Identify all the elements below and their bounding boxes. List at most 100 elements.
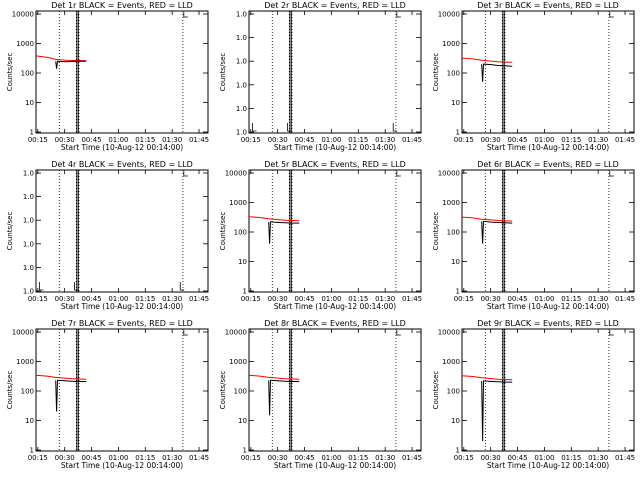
y-tick-label: 10000 xyxy=(438,11,460,19)
x-tick-label: 00:45 xyxy=(294,454,314,462)
events-marker-top xyxy=(609,171,614,177)
x-axis-label: Start Time (10-Aug-12 00:14:00) xyxy=(61,143,183,152)
chart-title: Det 9r BLACK = Events, RED = LLD xyxy=(477,319,619,328)
y-tick-label: 1.0 xyxy=(236,105,247,113)
plot-frame xyxy=(35,328,209,452)
plot-frame xyxy=(461,328,635,452)
y-tick-label: 1000 xyxy=(442,199,460,207)
x-tick-label: 01:00 xyxy=(321,136,341,144)
y-tick-label: 1.0 xyxy=(236,129,247,137)
chart-panel-5: Det 5r BLACK = Events, RED = LLD 00:15 00:… xyxy=(219,160,422,311)
x-tick-label: 00:30 xyxy=(481,295,501,303)
y-tick-label: 10 xyxy=(451,99,460,107)
x-tick-label: 00:30 xyxy=(55,454,75,462)
plot-frame xyxy=(35,169,209,293)
chart-panel-2: Det 2r BLACK = Events, RED = LLD 00:15 00:… xyxy=(219,1,422,152)
y-axis-label: Counts/sec xyxy=(432,53,440,92)
x-tick-label: 01:15 xyxy=(561,136,581,144)
y-tick-label: 10000 xyxy=(12,11,34,19)
x-tick-label: 01:15 xyxy=(561,454,581,462)
x-tick-label: 01:30 xyxy=(588,295,608,303)
events-marker-top xyxy=(396,12,401,18)
plot-frame xyxy=(248,328,422,452)
chart-title: Det 3r BLACK = Events, RED = LLD xyxy=(477,1,619,10)
chart-panel-9: Det 9r BLACK = Events, RED = LLD 00:15 00:… xyxy=(432,319,635,470)
x-tick-label: 01:15 xyxy=(135,295,155,303)
chart-panel-3: Det 3r BLACK = Events, RED = LLD 00:15 00:… xyxy=(432,1,635,152)
y-tick-label: 100 xyxy=(21,70,34,78)
x-axis-label: Start Time (10-Aug-12 00:14:00) xyxy=(274,143,396,152)
chart-title: Det 4r BLACK = Events, RED = LLD xyxy=(51,160,193,169)
y-tick-label: 1 xyxy=(243,447,247,455)
events-marker-top xyxy=(183,330,188,336)
chart-title: Det 7r BLACK = Events, RED = LLD xyxy=(51,319,193,328)
chart-panel-8: Det 8r BLACK = Events, RED = LLD 00:15 00:… xyxy=(219,319,422,470)
x-tick-label: 00:45 xyxy=(507,295,527,303)
x-tick-label: 01:45 xyxy=(402,136,422,144)
x-tick-label: 00:15 xyxy=(28,136,48,144)
x-tick-label: 00:45 xyxy=(81,295,101,303)
x-tick-label: 01:30 xyxy=(588,454,608,462)
x-tick-label: 01:00 xyxy=(534,454,554,462)
x-tick-label: 01:30 xyxy=(162,295,182,303)
x-tick-label: 01:45 xyxy=(615,295,635,303)
y-tick-label: 10000 xyxy=(438,170,460,178)
y-tick-label: 1.0 xyxy=(236,34,247,42)
chart-panel-4: Det 4r BLACK = Events, RED = LLD 00:15 00:… xyxy=(6,160,209,311)
events-series-line xyxy=(481,63,513,82)
x-tick-label: 00:45 xyxy=(507,136,527,144)
y-axis-label: Counts/sec xyxy=(6,212,14,251)
events-marker xyxy=(179,282,185,291)
x-tick-label: 00:45 xyxy=(294,136,314,144)
y-tick-label: 1000 xyxy=(442,40,460,48)
x-tick-label: 00:30 xyxy=(481,454,501,462)
y-tick-label: 1000 xyxy=(229,199,247,207)
y-tick-label: 1.0 xyxy=(23,170,34,178)
y-tick-label: 1 xyxy=(456,288,460,296)
plot-frame xyxy=(35,10,209,134)
x-tick-label: 01:30 xyxy=(588,136,608,144)
events-marker-top xyxy=(183,171,188,177)
chart-title: Det 1r BLACK = Events, RED = LLD xyxy=(51,1,193,10)
x-tick-label: 01:00 xyxy=(108,136,128,144)
chart-panel-6: Det 6r BLACK = Events, RED = LLD 00:15 00:… xyxy=(432,160,635,311)
lld-series-line xyxy=(248,216,300,222)
y-axis-label: Counts/sec xyxy=(432,212,440,251)
chart-title: Det 5r BLACK = Events, RED = LLD xyxy=(264,160,406,169)
x-tick-label: 00:30 xyxy=(481,136,501,144)
y-tick-label: 1 xyxy=(456,129,460,137)
x-axis-label: Start Time (10-Aug-12 00:14:00) xyxy=(61,302,183,311)
x-tick-label: 01:15 xyxy=(135,136,155,144)
x-tick-label: 01:00 xyxy=(108,454,128,462)
x-axis-label: Start Time (10-Aug-12 00:14:00) xyxy=(274,302,396,311)
x-tick-label: 00:15 xyxy=(241,454,261,462)
chart-panel-1: Det 1r BLACK = Events, RED = LLD 00:15 00:… xyxy=(6,1,209,152)
x-axis-label: Start Time (10-Aug-12 00:14:00) xyxy=(61,461,183,470)
x-tick-label: 01:00 xyxy=(534,136,554,144)
y-tick-label: 1000 xyxy=(16,358,34,366)
y-axis-label: Counts/sec xyxy=(219,212,227,251)
y-tick-label: 1.0 xyxy=(23,264,34,272)
y-tick-label: 1.0 xyxy=(236,58,247,66)
events-series-line xyxy=(268,379,300,416)
events-marker xyxy=(74,282,79,291)
x-tick-label: 01:30 xyxy=(375,295,395,303)
y-tick-label: 1.0 xyxy=(23,240,34,248)
plot-frame xyxy=(248,10,422,134)
events-series-line xyxy=(55,60,87,69)
x-axis-label: Start Time (10-Aug-12 00:14:00) xyxy=(487,143,609,152)
y-tick-label: 1 xyxy=(456,447,460,455)
y-tick-label: 1000 xyxy=(229,358,247,366)
x-axis-label: Start Time (10-Aug-12 00:14:00) xyxy=(274,461,396,470)
x-axis-label: Start Time (10-Aug-12 00:14:00) xyxy=(487,302,609,311)
y-tick-label: 10 xyxy=(451,417,460,425)
y-tick-label: 1.0 xyxy=(236,81,247,89)
y-tick-label: 10000 xyxy=(225,329,247,337)
plot-frame xyxy=(248,169,422,293)
y-tick-label: 1 xyxy=(30,447,34,455)
x-tick-label: 00:30 xyxy=(268,454,288,462)
chart-title: Det 6r BLACK = Events, RED = LLD xyxy=(477,160,619,169)
chart-title: Det 8r BLACK = Events, RED = LLD xyxy=(264,319,406,328)
events-marker xyxy=(252,123,257,132)
x-tick-label: 01:45 xyxy=(189,454,209,462)
